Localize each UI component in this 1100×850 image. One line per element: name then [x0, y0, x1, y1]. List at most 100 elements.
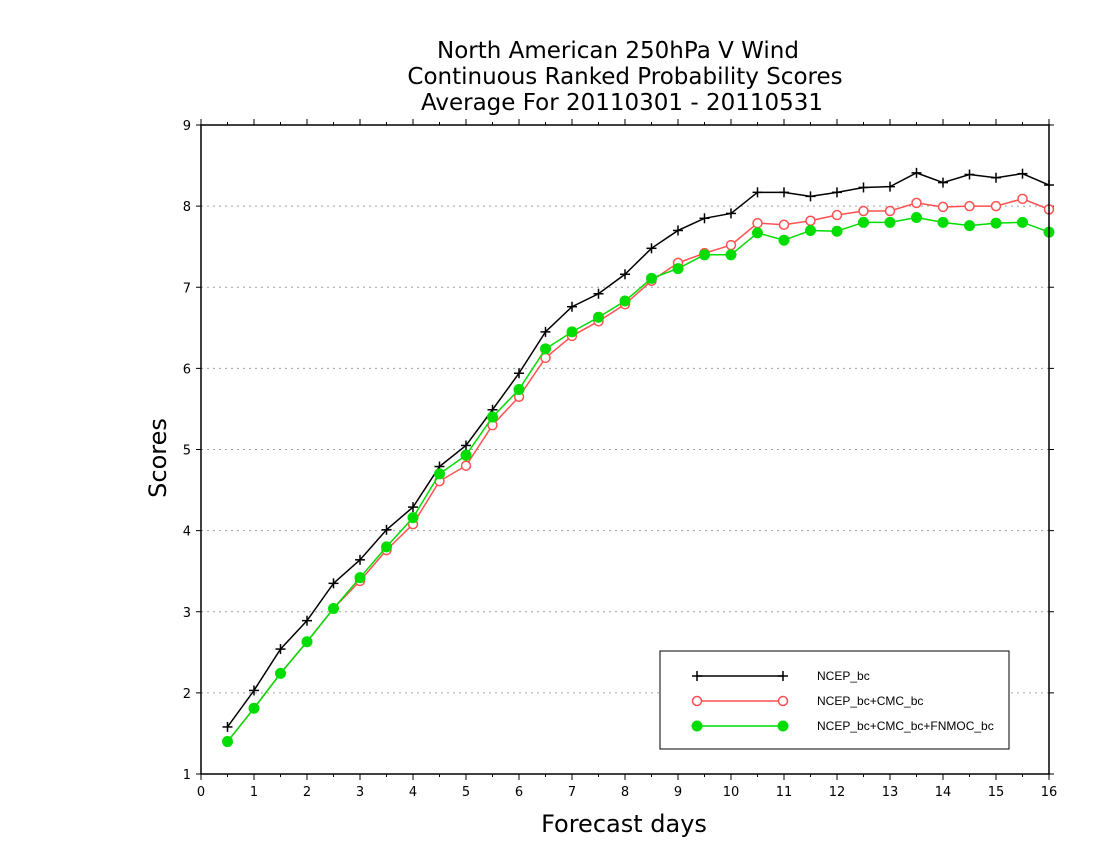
- legend-label: NCEP_bc+CMC_bc+FNMOC_bc: [817, 719, 994, 733]
- data-point: [805, 191, 816, 202]
- data-point: [566, 326, 578, 338]
- data-point: [328, 603, 339, 615]
- data-point: [672, 263, 684, 275]
- data-point: [673, 225, 683, 236]
- data-point: [593, 311, 604, 323]
- data-point: [460, 449, 472, 461]
- y-tick-label: 5: [183, 444, 191, 459]
- y-axis-title: Scores: [144, 418, 172, 498]
- x-tick-label: 16: [1041, 785, 1058, 800]
- x-tick-label: 8: [621, 785, 629, 800]
- data-point: [911, 197, 922, 209]
- legend-label: NCEP_bc+CMC_bc: [817, 694, 923, 708]
- data-point: [990, 200, 1002, 212]
- legend-entry: NCEP_bc: [692, 669, 870, 683]
- data-point: [1017, 168, 1028, 179]
- data-point: [407, 512, 419, 524]
- legend-marker: [777, 720, 789, 732]
- y-tick-label: 7: [183, 281, 191, 296]
- y-tick-label: 9: [183, 119, 191, 134]
- data-point: [434, 468, 445, 480]
- series-2: [222, 211, 1055, 748]
- legend-entry: NCEP_bc+CMC_bc: [691, 694, 923, 708]
- x-tick-label: 3: [356, 785, 364, 800]
- data-point: [540, 343, 551, 355]
- legend-entries: NCEP_bc NCEP_bc+CMC_bc NCEP_bc+CMC_bc+FNMO…: [691, 669, 994, 733]
- data-point: [567, 301, 577, 312]
- x-tick-label: 4: [409, 785, 417, 800]
- data-point: [858, 182, 869, 193]
- legend: NCEP_bc NCEP_bc+CMC_bc NCEP_bc+CMC_bc+FNMO…: [659, 650, 1010, 750]
- data-point: [726, 208, 736, 219]
- data-point: [460, 460, 472, 471]
- legend-marker: [778, 671, 788, 681]
- x-tick-label: 11: [776, 785, 793, 800]
- x-tick-label: 5: [462, 785, 470, 800]
- data-point: [937, 216, 949, 228]
- series-0: [222, 167, 1054, 732]
- data-point: [911, 167, 922, 178]
- x-tick-label: 2: [303, 785, 311, 800]
- data-point: [805, 224, 816, 236]
- data-point: [725, 239, 737, 251]
- data-point: [964, 220, 975, 232]
- data-point: [858, 216, 869, 228]
- series: [222, 167, 1055, 748]
- data-point: [275, 644, 286, 655]
- y-tick-label: 4: [183, 525, 191, 540]
- y-tick-label: 3: [183, 606, 191, 621]
- data-point: [699, 213, 710, 224]
- data-point: [249, 685, 259, 696]
- data-point: [964, 200, 975, 212]
- data-point: [355, 554, 365, 565]
- legend-marker: [777, 695, 789, 707]
- x-tick-label: 10: [723, 785, 740, 800]
- data-point: [725, 249, 737, 261]
- data-point: [222, 736, 233, 748]
- legend-marker: [692, 671, 702, 681]
- x-tick-label: 7: [568, 785, 576, 800]
- x-tick-label: 12: [829, 785, 846, 800]
- data-point: [991, 172, 1001, 183]
- data-point: [513, 383, 525, 395]
- data-point: [884, 216, 896, 228]
- x-tick-label: 14: [935, 785, 952, 800]
- chart-title: North American 250hPa V Wind Continuous …: [407, 38, 842, 116]
- plot-frame: [200, 124, 1050, 775]
- data-point: [752, 217, 763, 229]
- data-point: [381, 524, 392, 535]
- data-point: [831, 209, 843, 221]
- title-line-2: Continuous Ranked Probability Scores: [407, 64, 842, 90]
- legend-box: [659, 650, 1010, 750]
- data-point: [752, 227, 763, 239]
- data-point: [646, 243, 657, 254]
- data-point: [646, 272, 657, 284]
- data-point: [593, 288, 604, 299]
- data-point: [408, 502, 418, 513]
- x-tick-label: 6: [515, 785, 523, 800]
- data-point: [937, 201, 949, 213]
- data-point: [275, 667, 286, 679]
- y-tick-label: 8: [183, 200, 191, 215]
- data-point: [620, 269, 630, 280]
- data-point: [778, 234, 790, 246]
- title-line-1: North American 250hPa V Wind: [437, 38, 799, 64]
- title-line-3: Average For 20110301 - 20110531: [421, 90, 823, 116]
- data-point: [619, 295, 631, 307]
- data-point: [381, 541, 392, 553]
- legend-marker: [691, 720, 703, 732]
- data-point: [858, 205, 869, 217]
- data-point: [911, 211, 922, 223]
- data-point: [514, 368, 524, 379]
- data-point: [752, 187, 763, 198]
- x-tick-label: 15: [988, 785, 1005, 800]
- x-tick-label: 0: [197, 785, 205, 800]
- data-point: [832, 187, 842, 198]
- x-tick-label: 1: [250, 785, 258, 800]
- data-point: [699, 249, 710, 261]
- data-point: [540, 326, 551, 337]
- data-point: [885, 181, 895, 192]
- data-point: [487, 411, 498, 423]
- data-point: [1017, 193, 1028, 205]
